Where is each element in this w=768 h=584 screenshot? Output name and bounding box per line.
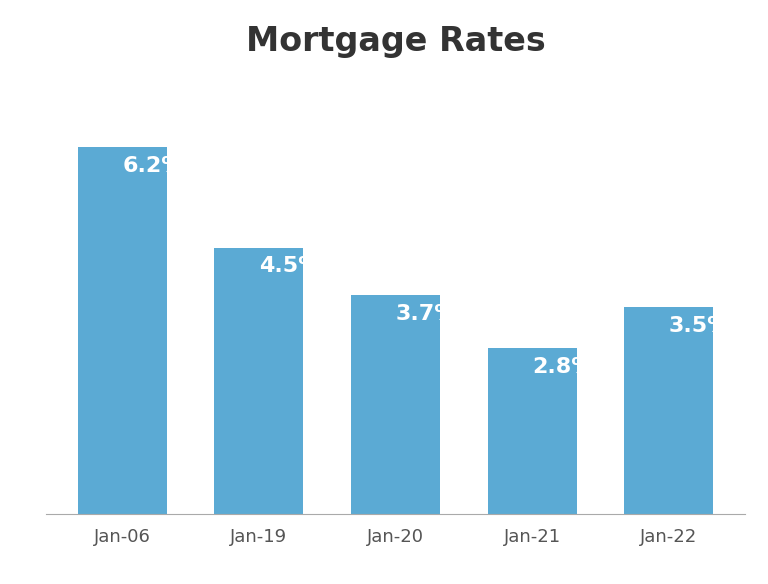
Bar <box>488 348 577 514</box>
Bar <box>214 248 303 514</box>
Text: 3.7%: 3.7% <box>396 304 457 324</box>
Bar <box>78 147 167 514</box>
Text: 2.8%: 2.8% <box>532 357 594 377</box>
Text: 6.2%: 6.2% <box>122 156 184 176</box>
Bar <box>351 295 440 514</box>
Text: 4.5%: 4.5% <box>259 256 320 276</box>
Text: 3.5%: 3.5% <box>669 316 730 336</box>
Bar <box>624 307 713 514</box>
Title: Mortgage Rates: Mortgage Rates <box>246 25 545 58</box>
